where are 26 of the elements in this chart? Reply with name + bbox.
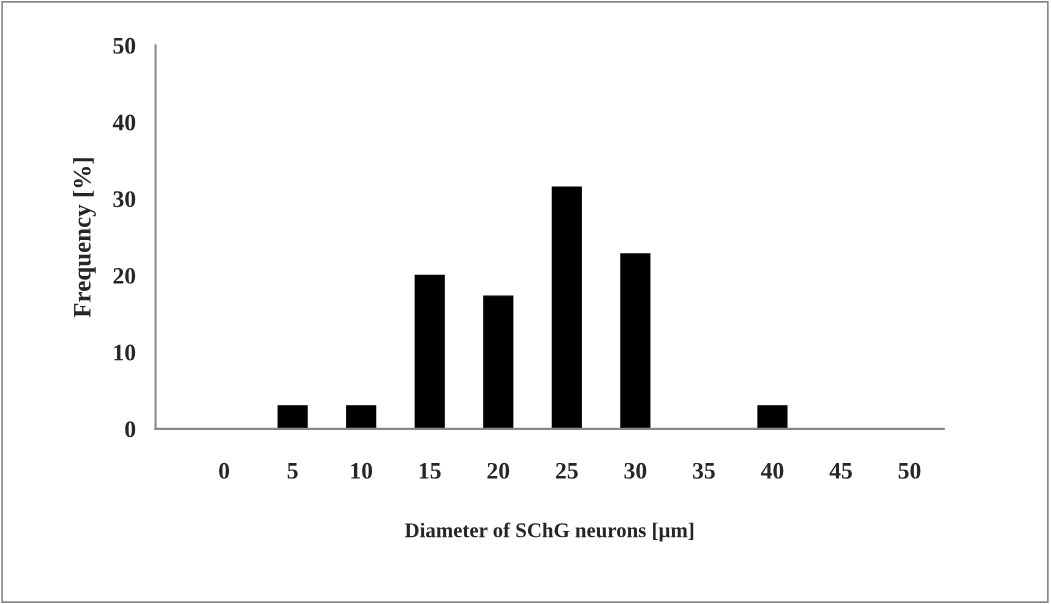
bar	[757, 405, 788, 429]
y-tick-label: 20	[113, 267, 136, 284]
bar	[277, 405, 308, 429]
x-axis-title: Diameter of SChG neurons [µm]	[404, 522, 694, 542]
y-tick-label: 0	[125, 421, 136, 438]
bar	[414, 274, 445, 429]
bar	[551, 186, 582, 429]
y-tick-label: 40	[112, 114, 136, 131]
y-tick-label: 30	[113, 191, 136, 208]
x-tick-label: 0	[219, 462, 230, 479]
x-tick-label: 15	[419, 462, 441, 479]
y-axis-title: Frequency [%]	[73, 158, 96, 318]
x-tick-label: 45	[829, 463, 852, 479]
x-tick-label: 40	[760, 462, 784, 479]
x-tick-label: 30	[624, 462, 647, 479]
bar	[620, 253, 651, 429]
y-tick-label: 50	[113, 37, 136, 54]
x-tick-label: 20	[487, 462, 510, 479]
x-tick-label: 10	[351, 462, 373, 479]
bar	[483, 295, 514, 429]
x-tick-label: 35	[692, 462, 715, 479]
bar	[346, 405, 377, 429]
x-tick-label: 5	[287, 463, 298, 479]
x-tick-label: 50	[898, 462, 921, 479]
x-tick-label: 25	[556, 462, 578, 479]
y-tick-label: 10	[114, 344, 136, 361]
